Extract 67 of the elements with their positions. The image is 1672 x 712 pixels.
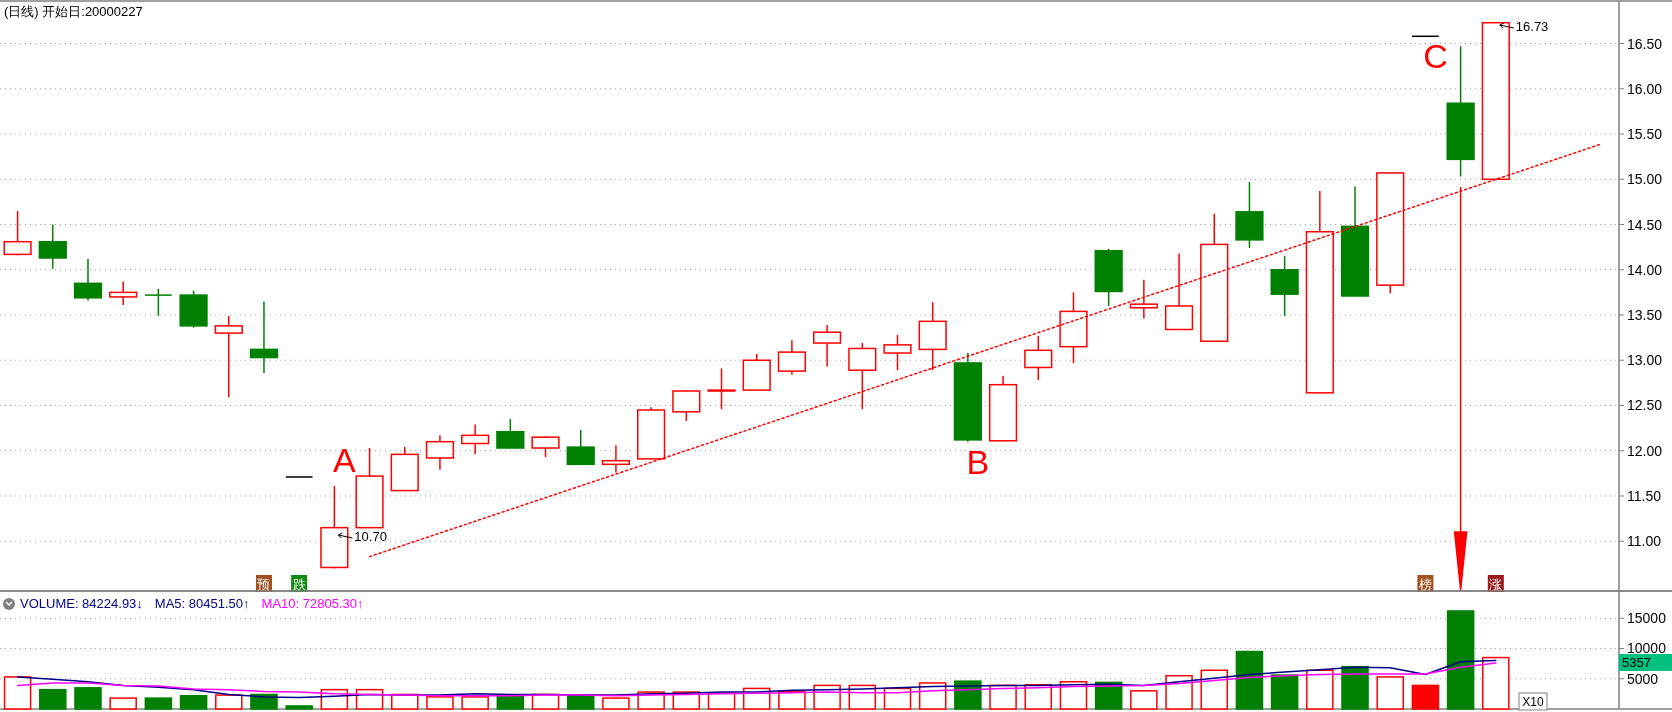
bar	[778, 690, 806, 710]
bar	[426, 696, 454, 710]
candlestick	[1129, 278, 1158, 320]
annotation: X10	[1522, 695, 1544, 709]
text: 5357	[1622, 655, 1651, 670]
bar	[39, 688, 67, 710]
y-tick-label: 13.00	[1627, 352, 1663, 369]
y-tick-label: 12.50	[1627, 397, 1663, 414]
bar	[1341, 665, 1369, 710]
bar	[179, 694, 208, 710]
bar	[602, 697, 630, 710]
y-tick-label: 15.00	[1627, 171, 1663, 188]
y-tick-label: 13.50	[1627, 307, 1663, 323]
bar	[1446, 610, 1475, 710]
y-tick-label: 16.50	[1627, 35, 1663, 52]
bar	[1270, 674, 1299, 710]
text: MA5: 80451.50↑	[154, 596, 250, 611]
bar	[1376, 676, 1404, 710]
bar	[566, 694, 595, 710]
candlestick	[144, 288, 173, 317]
bar	[144, 697, 173, 710]
chart-title: (日线) 开始日:20000227	[4, 4, 143, 19]
annotation: 16.73	[1515, 19, 1549, 34]
bar	[355, 688, 384, 710]
candlestick	[707, 367, 736, 410]
bar	[496, 694, 525, 710]
bar	[3, 676, 32, 710]
candlestick	[249, 300, 279, 374]
candlestick	[1411, 35, 1440, 38]
y-tick-label: 5000	[1627, 670, 1659, 687]
candlestick	[461, 423, 490, 456]
y-tick-label: 14.00	[1627, 261, 1663, 278]
y-tick-label: 11.50	[1627, 487, 1662, 504]
y-tick-label: 12.00	[1627, 442, 1663, 459]
candlestick	[109, 280, 138, 306]
bar	[1482, 656, 1510, 710]
bar	[1200, 669, 1229, 710]
text: MA10: 72805.30↑	[261, 596, 364, 611]
y-tick-label: 16.00	[1627, 80, 1663, 97]
annotation: 10.70	[354, 529, 387, 544]
annotation: C	[1423, 37, 1448, 75]
y-tick-label: 11.00	[1627, 533, 1662, 550]
y-tick-label: 15000	[1627, 610, 1667, 627]
annotation: A	[333, 441, 357, 479]
annotation: VOLUME: 84224.93↓	[20, 596, 143, 611]
candlestick	[214, 315, 243, 399]
y-tick-label: 14.50	[1627, 216, 1663, 233]
bar	[1235, 650, 1264, 710]
bar	[989, 684, 1017, 710]
annotation: B	[966, 443, 990, 481]
bar	[883, 687, 912, 710]
annotation: 预	[257, 577, 271, 592]
y-tick-label: 15.50	[1627, 126, 1663, 143]
bar	[74, 687, 102, 710]
annotation: 跌	[292, 577, 306, 592]
y-tick-label: 10000	[1627, 640, 1667, 657]
bar	[461, 696, 489, 710]
bar	[1130, 690, 1158, 710]
bar	[285, 705, 313, 710]
bar	[1306, 669, 1334, 710]
bar	[1165, 674, 1193, 710]
bar	[215, 694, 243, 710]
bar	[109, 697, 137, 710]
candlestick	[601, 444, 631, 474]
annotation: 涨	[1489, 577, 1503, 592]
annotation: 榜	[1418, 577, 1432, 592]
bar	[1411, 684, 1440, 710]
